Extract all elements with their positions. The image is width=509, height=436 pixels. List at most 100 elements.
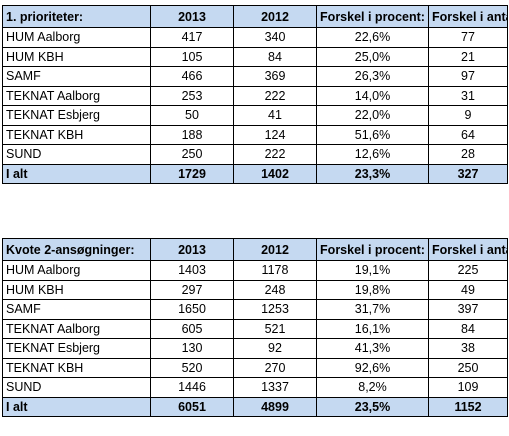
- table-row: SUND 250 222 12,6% 28: [2, 144, 508, 165]
- row-label-cell: HUM KBH: [2, 279, 151, 300]
- value-cell: 521: [233, 318, 317, 339]
- priorities-table: 1. prioriteter: 2013 2012 Forskel i procent…: [2, 5, 508, 184]
- row-label-cell: SUND: [2, 377, 151, 398]
- value-cell: 97: [428, 66, 508, 87]
- value-cell: 297: [150, 279, 234, 300]
- row-label-cell: HUM KBH: [2, 46, 151, 67]
- row-label-cell: TEKNAT Aalborg: [2, 318, 151, 339]
- value-cell: 253: [150, 85, 234, 106]
- value-cell: Forskel i antal:: [428, 238, 508, 261]
- row-label-cell: 1. prioriteter:: [2, 5, 151, 28]
- value-cell: 417: [150, 27, 234, 48]
- value-cell: 340: [233, 27, 317, 48]
- row-label-cell: TEKNAT KBH: [2, 124, 151, 145]
- value-cell: Forskel i procent:: [316, 238, 429, 261]
- value-cell: 77: [428, 27, 508, 48]
- row-label-cell: Kvote 2-ansøgninger:: [2, 238, 151, 261]
- value-cell: 50: [150, 105, 234, 126]
- value-cell: 9: [428, 105, 508, 126]
- row-label-cell: TEKNAT KBH: [2, 357, 151, 378]
- value-cell: 92: [233, 338, 317, 359]
- value-cell: 188: [150, 124, 234, 145]
- value-cell: 397: [428, 299, 508, 320]
- value-cell: 1337: [233, 377, 317, 398]
- table-row: HUM Aalborg 1403 1178 19,1% 225: [2, 260, 508, 281]
- value-cell: 22,0%: [316, 105, 429, 126]
- table-row: TEKNAT Esbjerg 50 41 22,0% 9: [2, 105, 508, 126]
- value-cell: 1152: [428, 396, 508, 417]
- header-row: Kvote 2-ansøgninger: 2013 2012 Forskel i pr…: [2, 238, 508, 261]
- value-cell: 222: [233, 144, 317, 165]
- value-cell: 23,5%: [316, 396, 429, 417]
- value-cell: 41,3%: [316, 338, 429, 359]
- value-cell: 109: [428, 377, 508, 398]
- table-row: TEKNAT KBH 188 124 51,6% 64: [2, 124, 508, 145]
- row-label-cell: SUND: [2, 144, 151, 165]
- value-cell: 225: [428, 260, 508, 281]
- value-cell: 38: [428, 338, 508, 359]
- row-label-cell: TEKNAT Esbjerg: [2, 105, 151, 126]
- value-cell: 23,3%: [316, 163, 429, 184]
- table-row: HUM Aalborg 417 340 22,6% 77: [2, 27, 508, 48]
- row-label-cell: SAMF: [2, 66, 151, 87]
- header-row: 1. prioriteter: 2013 2012 Forskel i procent…: [2, 5, 508, 28]
- value-cell: 31: [428, 85, 508, 106]
- value-cell: 4899: [233, 396, 317, 417]
- table-row: TEKNAT Aalborg 605 521 16,1% 84: [2, 318, 508, 339]
- value-cell: 6051: [150, 396, 234, 417]
- value-cell: 49: [428, 279, 508, 300]
- value-cell: 270: [233, 357, 317, 378]
- value-cell: 2013: [150, 238, 234, 261]
- row-label-cell: SAMF: [2, 299, 151, 320]
- value-cell: 21: [428, 46, 508, 67]
- value-cell: 1403: [150, 260, 234, 281]
- value-cell: 520: [150, 357, 234, 378]
- value-cell: 1446: [150, 377, 234, 398]
- row-label-cell: HUM Aalborg: [2, 260, 151, 281]
- value-cell: 19,8%: [316, 279, 429, 300]
- value-cell: 31,7%: [316, 299, 429, 320]
- value-cell: 2013: [150, 5, 234, 28]
- table-row: TEKNAT KBH 520 270 92,6% 250: [2, 357, 508, 378]
- value-cell: 1729: [150, 163, 234, 184]
- value-cell: 16,1%: [316, 318, 429, 339]
- value-cell: 22,6%: [316, 27, 429, 48]
- value-cell: 1253: [233, 299, 317, 320]
- value-cell: 14,0%: [316, 85, 429, 106]
- value-cell: 2012: [233, 5, 317, 28]
- quota2-applications-table: Kvote 2-ansøgninger: 2013 2012 Forskel i pr…: [2, 238, 508, 417]
- value-cell: Forskel i procent:: [316, 5, 429, 28]
- value-cell: 222: [233, 85, 317, 106]
- value-cell: 8,2%: [316, 377, 429, 398]
- value-cell: 250: [150, 144, 234, 165]
- value-cell: 250: [428, 357, 508, 378]
- value-cell: 92,6%: [316, 357, 429, 378]
- value-cell: 124: [233, 124, 317, 145]
- value-cell: 41: [233, 105, 317, 126]
- table-row: SAMF 1650 1253 31,7% 397: [2, 299, 508, 320]
- row-label-cell: I alt: [2, 396, 151, 417]
- value-cell: 51,6%: [316, 124, 429, 145]
- value-cell: 12,6%: [316, 144, 429, 165]
- value-cell: 19,1%: [316, 260, 429, 281]
- value-cell: 605: [150, 318, 234, 339]
- total-row: I alt 6051 4899 23,5% 1152: [2, 396, 508, 417]
- table-row: SAMF 466 369 26,3% 97: [2, 66, 508, 87]
- value-cell: 327: [428, 163, 508, 184]
- row-label-cell: HUM Aalborg: [2, 27, 151, 48]
- table-row: HUM KBH 297 248 19,8% 49: [2, 279, 508, 300]
- value-cell: 130: [150, 338, 234, 359]
- value-cell: 26,3%: [316, 66, 429, 87]
- value-cell: 25,0%: [316, 46, 429, 67]
- value-cell: 1178: [233, 260, 317, 281]
- value-cell: 369: [233, 66, 317, 87]
- table-row: TEKNAT Aalborg 253 222 14,0% 31: [2, 85, 508, 106]
- row-label-cell: TEKNAT Esbjerg: [2, 338, 151, 359]
- value-cell: Forskel i antal:: [428, 5, 508, 28]
- row-label-cell: I alt: [2, 163, 151, 184]
- value-cell: 2012: [233, 238, 317, 261]
- value-cell: 84: [428, 318, 508, 339]
- value-cell: 105: [150, 46, 234, 67]
- value-cell: 466: [150, 66, 234, 87]
- value-cell: 28: [428, 144, 508, 165]
